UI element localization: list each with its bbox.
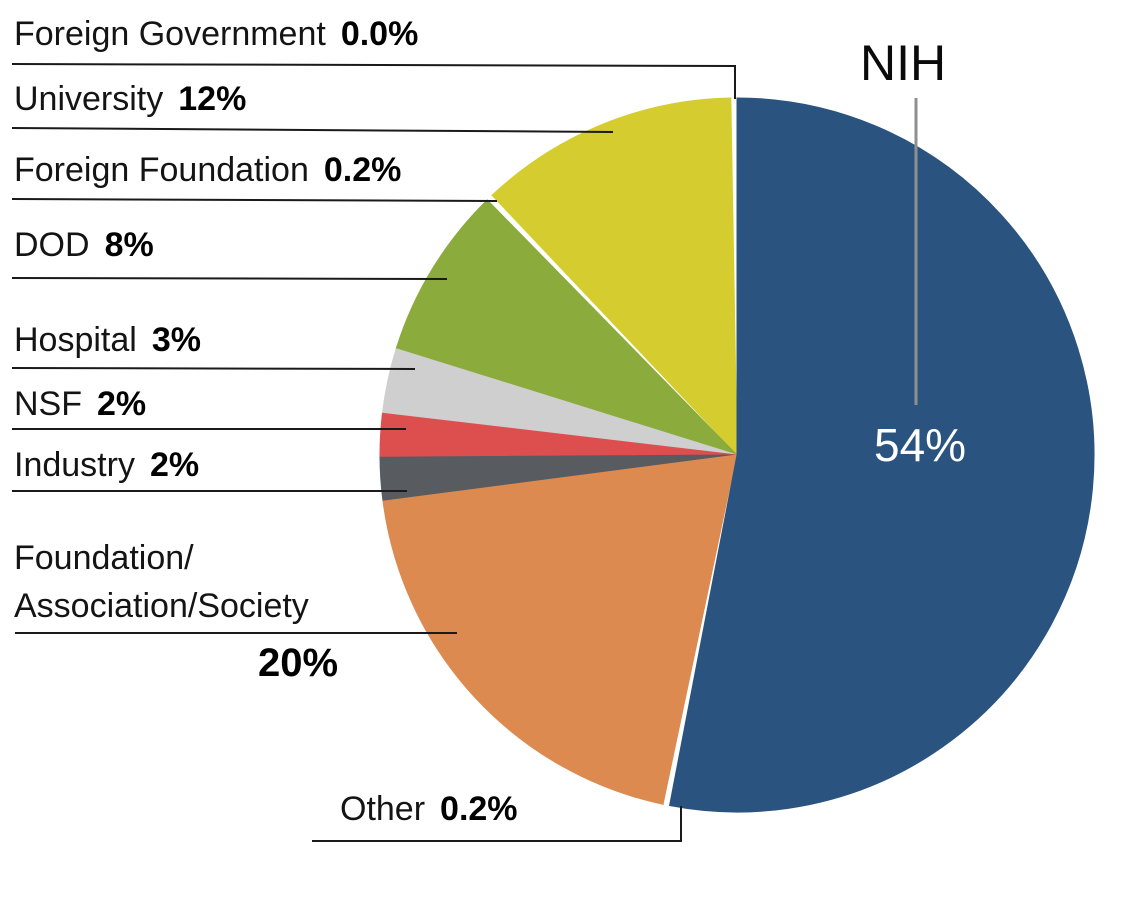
label-other-pct: 0.2%: [440, 790, 518, 828]
label-dod-pct: 8%: [104, 226, 154, 264]
pie-slice-dod: [395, 199, 738, 456]
label-foreign-foundation: Foreign Foundation 0.2%: [14, 151, 402, 189]
pie-slice-university: [490, 97, 738, 457]
label-nih: NIH: [860, 35, 947, 91]
leader-line-other: [312, 806, 682, 842]
label-university: University 12%: [14, 80, 247, 118]
pie-slice-nih: [668, 97, 1095, 813]
label-foreign-government-pct: 0.0%: [340, 15, 419, 53]
pie-slice-foreign-foundation: [487, 195, 737, 455]
label-foundation-association-society-pct: 20%: [258, 641, 339, 685]
label-nsf-name: NSF: [14, 385, 82, 423]
leader-line-university: [11, 127, 614, 133]
nih-slice-percentage: 54%: [874, 419, 967, 471]
label-industry: Industry 2%: [14, 446, 200, 484]
label-hospital-name: Hospital: [14, 321, 137, 359]
label-nsf-pct: 2%: [97, 385, 147, 423]
label-foreign-foundation-pct: 0.2%: [323, 151, 402, 189]
pie-slices: [379, 97, 1095, 813]
label-other-name: Other: [340, 790, 426, 828]
label-other: Other 0.2%: [340, 790, 518, 828]
leader-line-dod: [11, 277, 448, 280]
leader-lines: [11, 63, 918, 842]
label-dod: DOD 8%: [14, 226, 154, 264]
label-industry-name: Industry: [14, 446, 135, 484]
label-hospital-pct: 3%: [151, 321, 201, 359]
leader-line-hospital: [11, 367, 416, 370]
label-industry-pct: 2%: [149, 446, 200, 484]
label-dod-name: DOD: [14, 226, 90, 264]
label-foreign-foundation-name: Foreign Foundation: [14, 151, 309, 189]
label-hospital: Hospital 3%: [14, 321, 201, 359]
label-university-pct: 12%: [178, 80, 247, 118]
label-foundation-association-society-name: Foundation/ Association/Society: [14, 539, 309, 626]
pie-slice-foundation-association-society: [382, 454, 738, 805]
leader-line-foreign-foundation: [11, 198, 498, 202]
label-foundation-association-society: Foundation/ Association/Society: [14, 534, 309, 631]
label-foreign-government: Foreign Government 0.0%: [14, 15, 419, 53]
label-university-name: University: [14, 80, 164, 118]
label-foreign-government-name: Foreign Government: [14, 15, 326, 53]
pie-slice-other: [663, 455, 737, 806]
label-nsf: NSF 2%: [14, 385, 147, 423]
leader-line-foreign-government: [11, 63, 736, 99]
